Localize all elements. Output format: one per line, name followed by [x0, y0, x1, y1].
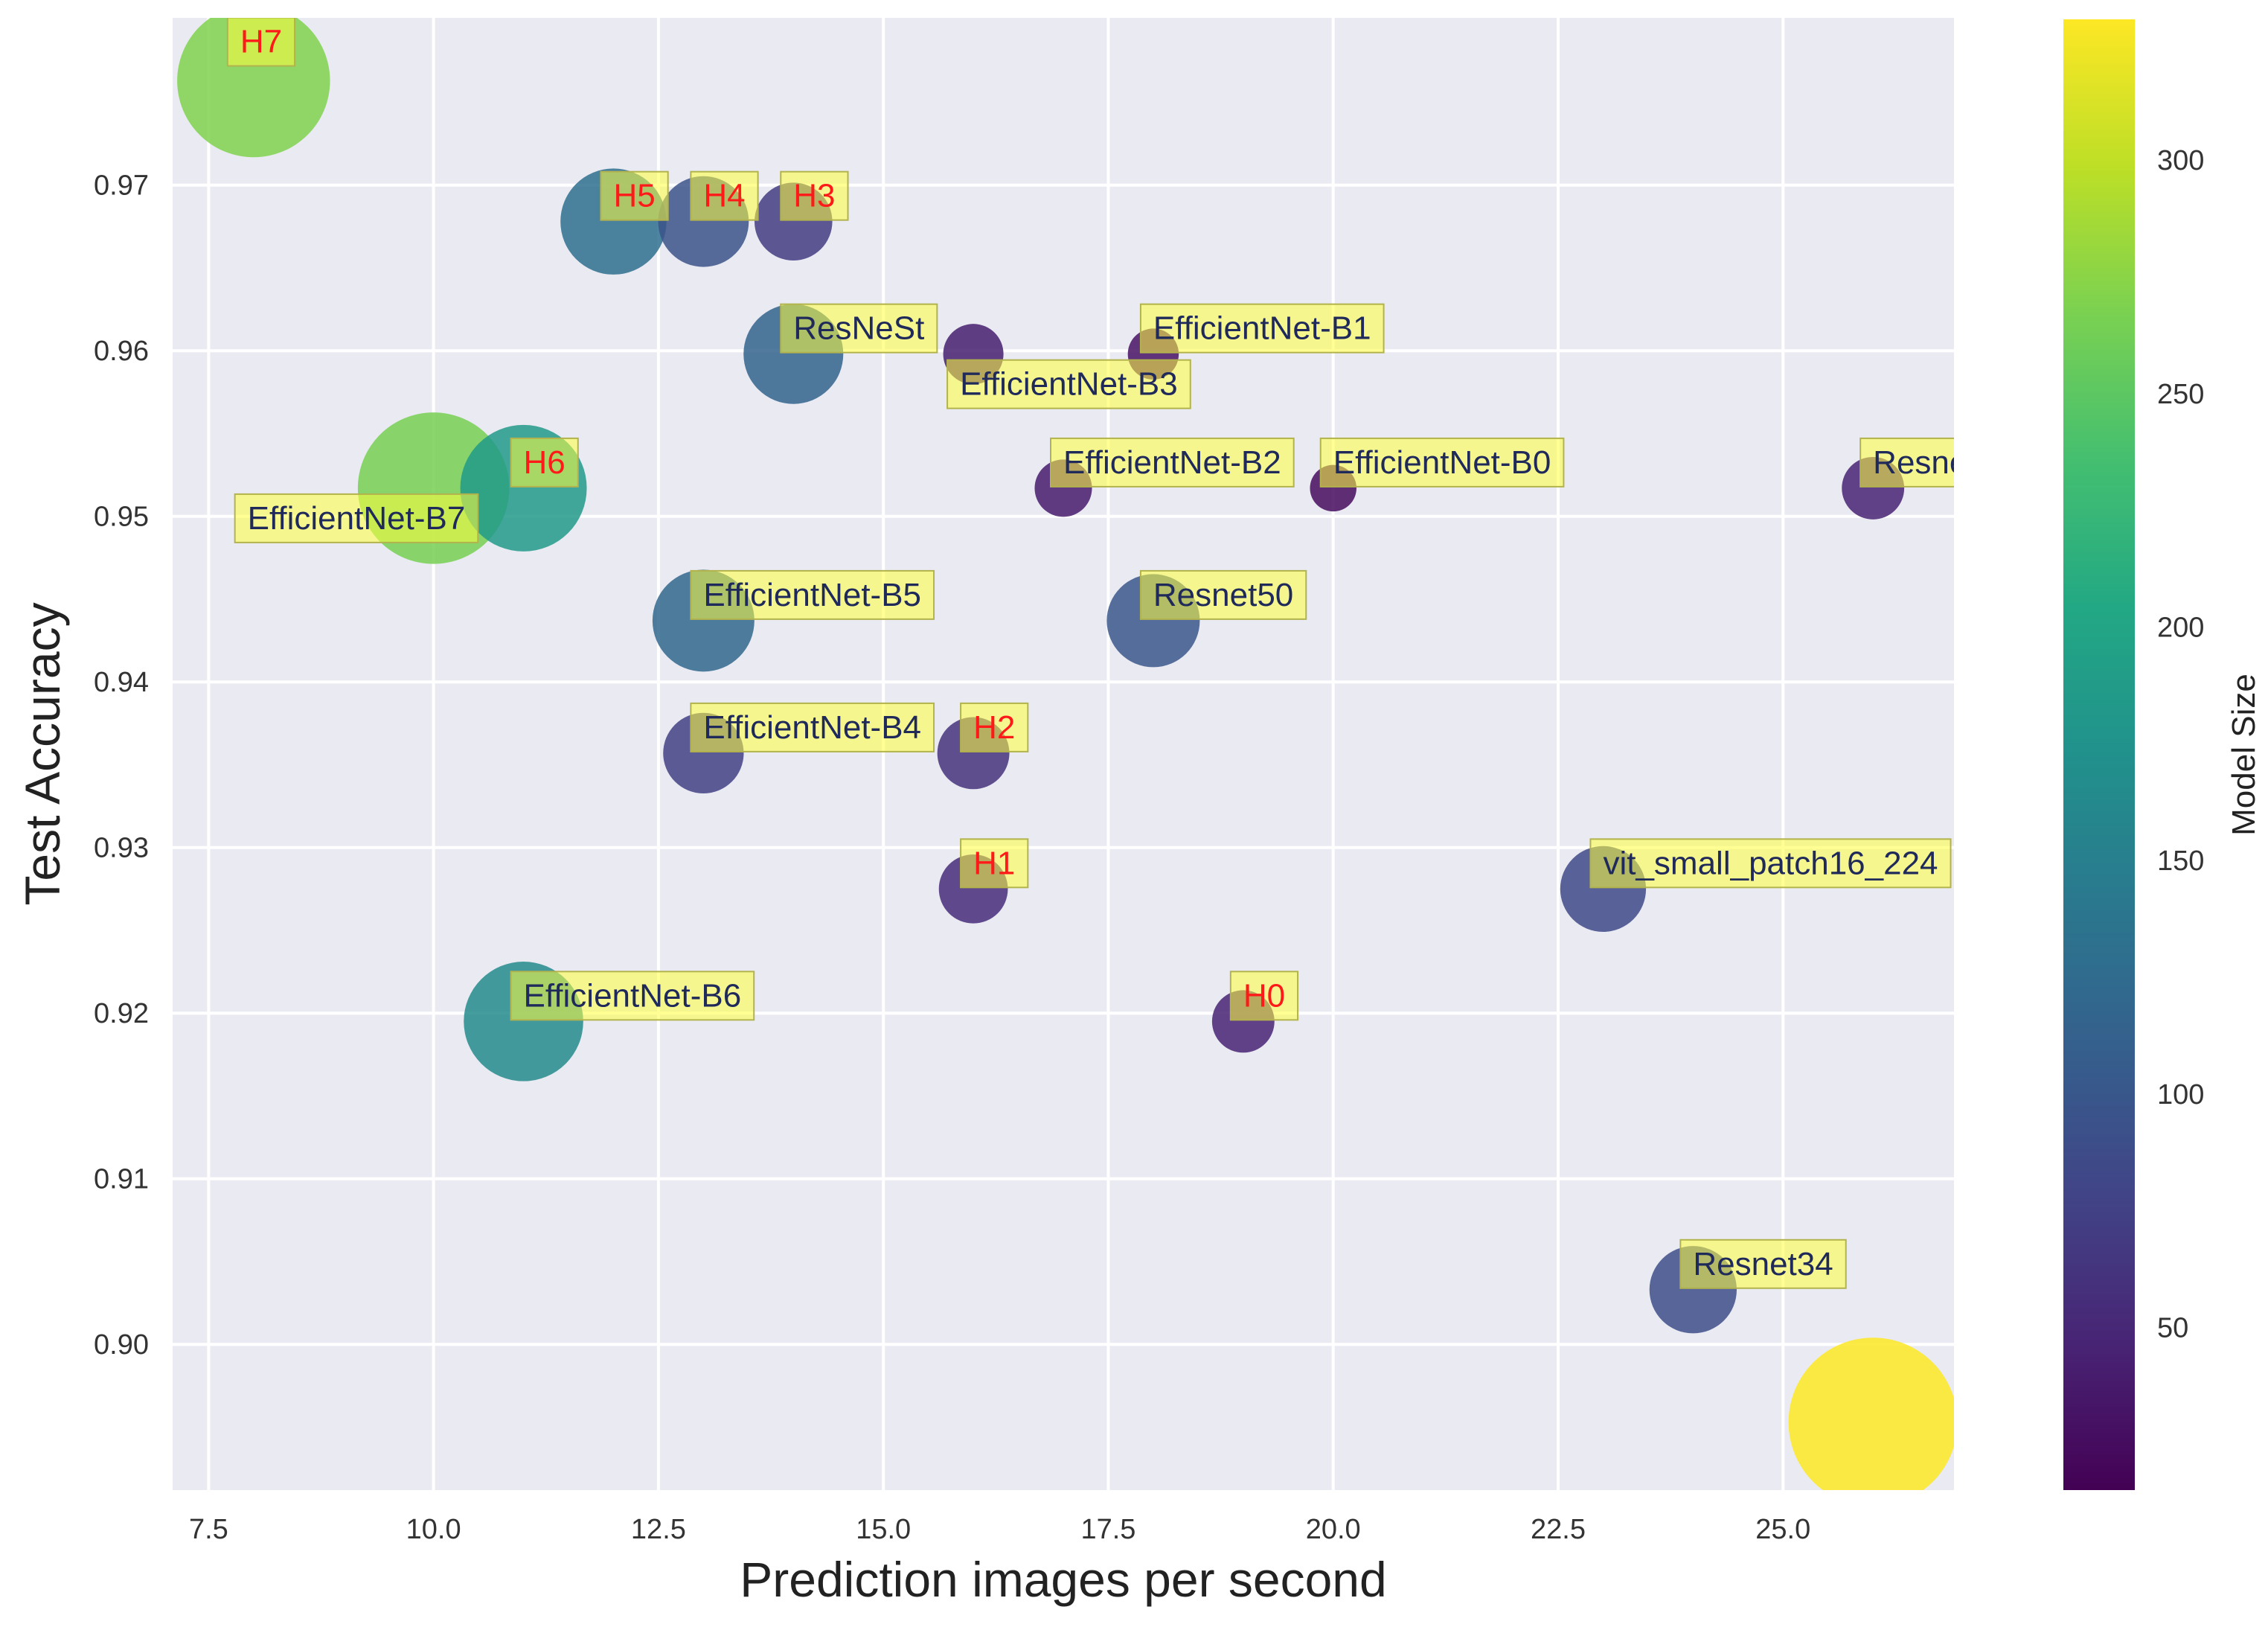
label-h5: H5 [600, 170, 669, 221]
colorbar-tick-label: 150 [2157, 846, 2204, 877]
label-box [1139, 303, 1385, 354]
y-tick-label: 0.92 [94, 998, 149, 1029]
label-box [1229, 971, 1299, 1021]
colorbar-tick-label: 300 [2157, 145, 2204, 176]
label-efficientnet-b4: EfficientNet-B4 [690, 702, 935, 752]
plot-area [173, 18, 1954, 1490]
label-efficientnet-b1: EfficientNet-B1 [1139, 303, 1385, 354]
label-box [780, 303, 938, 354]
point-label: H3 [793, 178, 835, 214]
label-efficientnet-b5: EfficientNet-B5 [690, 569, 935, 620]
y-tick-label: 0.91 [94, 1164, 149, 1195]
colorbar-tick-label: 50 [2157, 1312, 2188, 1343]
label-box [960, 702, 1029, 752]
x-tick-label: 10.0 [406, 1514, 461, 1545]
point-label: EfficientNet-B1 [1153, 310, 1371, 347]
x-tick-label: 20.0 [1306, 1514, 1361, 1545]
label-h6: H6 [510, 437, 579, 488]
label-resnest: ResNeSt [780, 303, 938, 354]
label-efficientnet-b6: EfficientNet-B6 [510, 971, 755, 1021]
y-tick-label: 0.97 [94, 170, 149, 202]
label-box [226, 18, 296, 67]
label-box [234, 493, 479, 543]
label-resnet50: Resnet50 [1139, 569, 1307, 620]
point-label: H1 [973, 845, 1015, 881]
point-label: EfficientNet-B5 [703, 577, 921, 613]
label-efficientnet-b2: EfficientNet-B2 [1050, 437, 1295, 488]
bubble-vit-base-patch16-224 [1788, 1337, 1954, 1490]
colorbar-tick-label: 250 [2157, 379, 2204, 410]
bubbles [177, 18, 1954, 1490]
label-box [1050, 437, 1295, 488]
label-h3: H3 [780, 170, 849, 221]
label-box [960, 838, 1029, 889]
colorbar-tick-label: 200 [2157, 612, 2204, 643]
y-tick-label: 0.94 [94, 667, 149, 698]
point-labels: H7 H5 H4 H3 ResNeSt EfficientNet-B3 EfficientN… [226, 18, 2013, 1289]
label-box [510, 971, 755, 1021]
colorbar-title: Model Size [2226, 674, 2262, 836]
point-label: EfficientNet-B0 [1333, 444, 1551, 481]
point-label: Resnet34 [1693, 1246, 1833, 1282]
label-box [690, 569, 935, 620]
x-tick-label: 25.0 [1755, 1514, 1810, 1545]
label-vit-small-patch16-224: vit_small_patch16_224 [1589, 838, 1952, 889]
colorbar [2063, 19, 2135, 1490]
label-h4: H4 [690, 170, 759, 221]
label-efficientnet-b7: EfficientNet-B7 [234, 493, 479, 543]
point-label: Resnet18 [1873, 444, 2013, 481]
label-box [1139, 569, 1307, 620]
x-axis-ticks: 7.5 10.0 12.5 15.0 17.5 20.0 22.5 25.0 [189, 1514, 1810, 1545]
y-axis-ticks: 0.90 0.91 0.92 0.93 0.94 0.95 0.96 0.97 [94, 170, 149, 1361]
y-axis-title: Test Accuracy [15, 602, 70, 905]
point-label: vit_small_patch16_224 [1603, 845, 1938, 881]
label-box [946, 359, 1191, 409]
point-label: H0 [1243, 977, 1285, 1014]
point-label: EfficientNet-B4 [703, 709, 921, 746]
label-resnet18: Resnet18 [1859, 437, 2013, 488]
label-box [600, 170, 669, 221]
point-label: H4 [703, 178, 745, 214]
colorbar-tick-label: 100 [2157, 1079, 2204, 1110]
label-box [690, 702, 935, 752]
label-box [780, 170, 849, 221]
point-label: EfficientNet-B7 [248, 500, 466, 537]
label-h7: H7 [226, 18, 296, 67]
x-tick-label: 7.5 [189, 1514, 228, 1545]
label-h0: H0 [1229, 971, 1299, 1021]
label-box [1589, 838, 1952, 889]
point-label: H6 [524, 444, 566, 481]
label-efficientnet-b0: EfficientNet-B0 [1319, 437, 1565, 488]
point-label: EfficientNet-B3 [960, 366, 1178, 403]
label-box [1859, 437, 1954, 488]
label-resnet34: Resnet34 [1679, 1239, 1847, 1289]
y-tick-label: 0.95 [94, 502, 149, 533]
y-tick-label: 0.96 [94, 336, 149, 367]
label-box [510, 437, 579, 488]
x-axis-title: Prediction images per second [740, 1552, 1386, 1607]
point-label: H7 [240, 24, 282, 60]
point-label: EfficientNet-B6 [524, 977, 742, 1014]
point-label: ResNeSt [793, 310, 924, 347]
y-tick-label: 0.93 [94, 833, 149, 864]
point-label: H2 [973, 709, 1015, 746]
label-h2: H2 [960, 702, 1029, 752]
point-label: H5 [613, 178, 655, 214]
colorbar-ticks: 50 100 150 200 250 300 [2157, 145, 2204, 1343]
y-tick-label: 0.90 [94, 1329, 149, 1361]
x-tick-label: 22.5 [1531, 1514, 1586, 1545]
x-tick-label: 15.0 [856, 1514, 911, 1545]
point-label: Resnet50 [1153, 577, 1293, 613]
x-tick-label: 17.5 [1080, 1514, 1135, 1545]
label-h1: H1 [960, 838, 1029, 889]
label-box [1679, 1239, 1847, 1289]
point-label: EfficientNet-B2 [1063, 444, 1281, 481]
label-efficientnet-b3: EfficientNet-B3 [946, 359, 1191, 409]
label-box [690, 170, 759, 221]
label-box [1319, 437, 1565, 488]
x-tick-label: 12.5 [631, 1514, 686, 1545]
